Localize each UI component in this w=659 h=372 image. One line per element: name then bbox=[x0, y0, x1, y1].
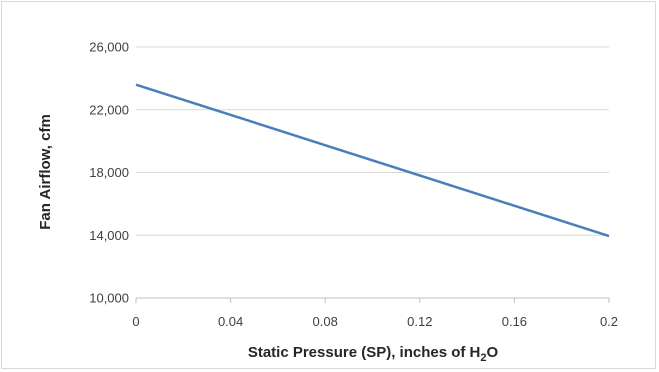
x-tick-labels: 0 0.04 0.08 0.12 0.16 0.2 bbox=[132, 314, 618, 329]
y-tick-label: 26,000 bbox=[89, 40, 129, 55]
x-tick-label: 0.12 bbox=[407, 314, 432, 329]
x-tick-label: 0.16 bbox=[502, 314, 527, 329]
series-line bbox=[135, 83, 610, 238]
x-axis-title-main: Static Pressure (SP), inches of H bbox=[248, 344, 481, 361]
y-tick-label: 10,000 bbox=[89, 291, 129, 306]
x-tick-label: 0 bbox=[132, 314, 139, 329]
y-axis-title: Fan Airflow, cfm bbox=[37, 114, 54, 230]
series-group bbox=[135, 83, 610, 238]
y-tick-label: 22,000 bbox=[89, 102, 129, 117]
x-tick-label: 0.04 bbox=[218, 314, 243, 329]
y-tick-label: 18,000 bbox=[89, 165, 129, 180]
gridlines bbox=[135, 46, 610, 303]
x-axis-title: Static Pressure (SP), inches of H2O bbox=[248, 344, 499, 364]
y-tick-label: 14,000 bbox=[89, 228, 129, 243]
x-axis-title-subscript: 2 bbox=[480, 352, 486, 364]
x-axis-title-suffix: O bbox=[487, 344, 499, 361]
x-tick-label: 0.08 bbox=[313, 314, 338, 329]
y-tick-labels: 10,000 14,000 18,000 22,000 26,000 bbox=[89, 40, 129, 306]
x-tick-label: 0.2 bbox=[600, 314, 618, 329]
